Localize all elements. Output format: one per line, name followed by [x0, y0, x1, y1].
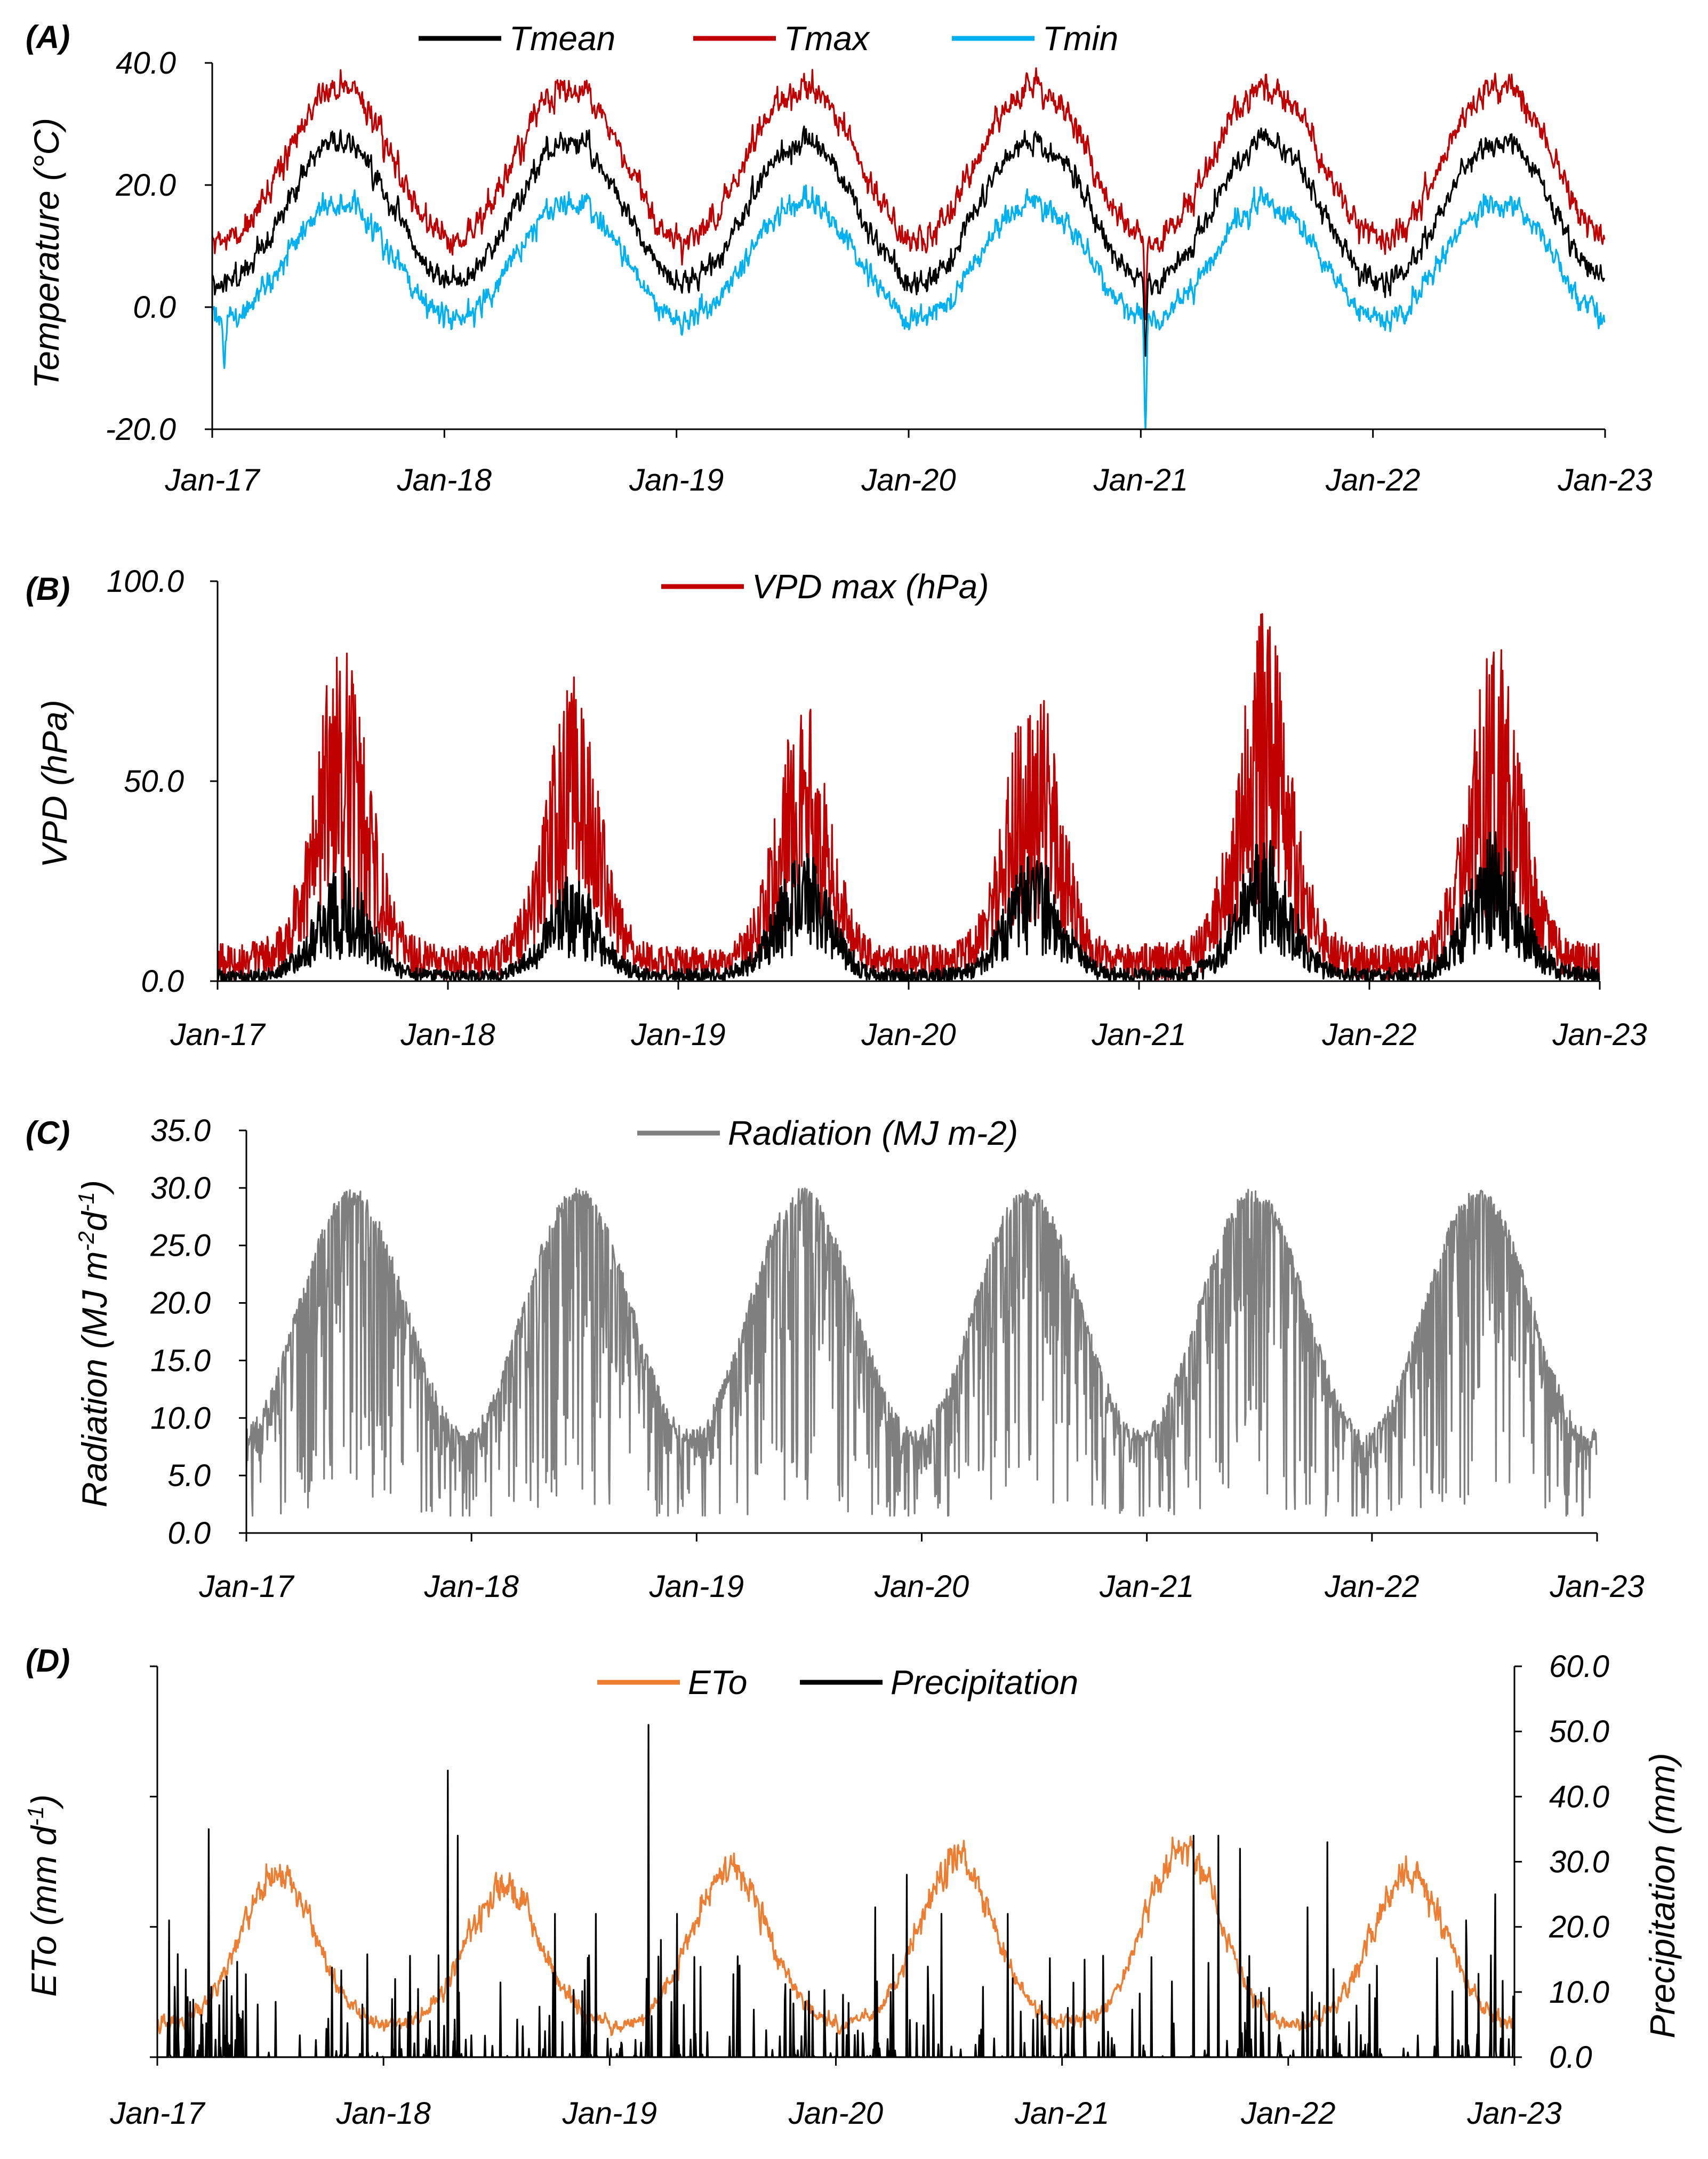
x-tick-label: Jan-21	[1091, 1017, 1186, 1052]
x-tick-label: Jan-20	[861, 1017, 956, 1052]
series-line-radiation	[245, 1187, 1598, 1517]
panel-c-label: (C)	[26, 1115, 70, 1151]
x-tick-label: Jan-21	[1099, 1569, 1194, 1604]
panel-c-xtick-labels: Jan-17 Jan-18 Jan-19 Jan-20 Jan-21 Jan-22 Jan-…	[198, 1569, 1644, 1604]
panel-a-ylabel: Temperature (°C)	[27, 118, 66, 389]
x-tick-label: Jan-20	[788, 2096, 883, 2131]
panel-b-axes	[210, 580, 1601, 990]
panel-b-ylabel: VPD (hPa)	[35, 700, 74, 868]
x-tick-label: Jan-18	[335, 2096, 430, 2131]
y-tick-label: 5.0	[167, 1458, 211, 1493]
x-tick-label: Jan-22	[1240, 2096, 1335, 2131]
x-tick-label: Jan-21	[1014, 2096, 1109, 2131]
panel-b-legend: VPD max (hPa)	[661, 567, 989, 606]
y-tick-label: 10.0	[150, 1401, 211, 1435]
panel-a-legend: Tmean Tmax Tmin	[419, 19, 1118, 58]
series-line-tmax	[211, 67, 1606, 320]
y-tick-label: 50.0	[124, 764, 184, 799]
x-tick-label: Jan-17	[198, 1569, 295, 1604]
x-tick-label: Jan-23	[1552, 1017, 1647, 1052]
x-tick-label: Jan-22	[1325, 463, 1420, 497]
legend-label-tmean: Tmean	[509, 19, 615, 58]
x-tick-label: Jan-18	[423, 1569, 518, 1604]
panel-c-radiation: (C) Radiation (MJ m-2d-1) 35.0 30.0 25.0 20…	[26, 1113, 1645, 1604]
panel-d-ytick-labels-right: 60.0 50.0 40.0 30.0 20.0 10.0 0.0	[1549, 1649, 1609, 2075]
x-tick-label: Jan-23	[1557, 463, 1652, 497]
panel-b-xtick-labels: Jan-17 Jan-18 Jan-19 Jan-20 Jan-21 Jan-22 Jan-…	[170, 1017, 1647, 1052]
y-tick-label: 0.0	[133, 290, 176, 325]
panel-a-xtick-labels: Jan-17 Jan-18 Jan-19 Jan-20 Jan-21 Jan-22 Jan-…	[164, 463, 1652, 497]
panel-d-axes	[150, 1665, 1522, 2066]
legend-label-tmin: Tmin	[1043, 19, 1118, 58]
panel-c-ylabel: Radiation (MJ m-2d-1)	[74, 1180, 114, 1507]
x-tick-label: Jan-23	[1549, 1569, 1644, 1604]
x-tick-label: Jan-17	[170, 1017, 266, 1052]
x-tick-label: Jan-19	[629, 463, 724, 497]
legend-label-eto: ETo	[688, 1663, 748, 1701]
y-tick-label: 25.0	[150, 1229, 211, 1263]
y-tick-label-right: 0.0	[1549, 2040, 1592, 2075]
y-tick-label: 100.0	[107, 564, 184, 599]
y-tick-label: 15.0	[150, 1343, 211, 1378]
y-tick-label-right: 50.0	[1549, 1714, 1609, 1749]
panel-d-eto-precipitation: (D) ETo (mm d-1) Precipitation (mm) 60.0…	[23, 1643, 1682, 2131]
panel-c-axes	[239, 1129, 1598, 1542]
x-tick-label: Jan-19	[562, 2096, 657, 2131]
y-tick-label-right: 10.0	[1549, 1975, 1609, 2010]
y-tick-label: 40.0	[116, 46, 176, 81]
panel-c-series	[245, 1187, 1598, 1517]
x-tick-label: Jan-18	[397, 463, 492, 497]
panel-c-ytick-labels: 35.0 30.0 25.0 20.0 15.0 10.0 5.0 0.0	[150, 1113, 211, 1551]
y-tick-label: -20.0	[106, 412, 176, 447]
series-line-eto	[157, 1835, 1515, 2036]
panel-d-xtick-labels: Jan-17 Jan-18 Jan-19 Jan-20 Jan-21 Jan-22 Jan-…	[109, 2096, 1561, 2131]
y-tick-label-right: 30.0	[1549, 1845, 1609, 1880]
series-line-vpd-max	[216, 613, 1600, 982]
panel-a-axes	[205, 62, 1606, 438]
panel-a-label: (A)	[26, 19, 70, 55]
panel-c-legend: Radiation (MJ m-2)	[637, 1114, 1018, 1152]
y-tick-label-right: 60.0	[1549, 1649, 1609, 1684]
legend-label-radiation: Radiation (MJ m-2)	[728, 1114, 1018, 1152]
panel-a-temperature: (A) Temperature (°C) 40.0 20.0 0.0 -20.0 Ja…	[26, 19, 1653, 497]
y-tick-label-right: 40.0	[1549, 1779, 1609, 1814]
y-tick-label: 0.0	[167, 1516, 211, 1551]
panel-a-ytick-labels: 40.0 20.0 0.0 -20.0	[106, 46, 176, 447]
panel-b-ytick-labels: 100.0 50.0 0.0	[107, 564, 184, 999]
panel-d-ylabel-left: ETo (mm d-1)	[23, 1794, 63, 1997]
x-tick-label: Jan-21	[1093, 463, 1188, 497]
panel-b-label: (B)	[26, 571, 70, 607]
legend-label-tmax: Tmax	[784, 19, 870, 58]
x-tick-label: Jan-18	[400, 1017, 495, 1052]
x-tick-label: Jan-22	[1324, 1569, 1419, 1604]
x-tick-label: Jan-19	[649, 1569, 744, 1604]
y-tick-label: 0.0	[141, 964, 184, 999]
y-tick-label: 20.0	[115, 168, 176, 203]
x-tick-label: Jan-17	[109, 2096, 206, 2131]
x-tick-label: Jan-19	[630, 1017, 725, 1052]
y-tick-label-right: 20.0	[1549, 1910, 1609, 1945]
legend-label-vpd-max: VPD max (hPa)	[752, 567, 989, 606]
x-tick-label: Jan-23	[1466, 2096, 1561, 2131]
series-line-tmin	[211, 184, 1606, 430]
series-line-tmean	[211, 125, 1606, 357]
x-tick-label: Jan-20	[874, 1569, 969, 1604]
panel-b-vpd: (B) VPD (hPa) 100.050.00.0 Jan-17 Jan-18 J…	[26, 564, 1647, 1052]
panel-d-ylabel-right: Precipitation (mm)	[1642, 1753, 1682, 2038]
y-tick-label: 30.0	[150, 1171, 211, 1206]
x-tick-label: Jan-22	[1321, 1017, 1416, 1052]
panel-a-series	[211, 67, 1606, 430]
legend-label-precipitation: Precipitation	[891, 1663, 1078, 1701]
panel-d-legend: ETo Precipitation	[597, 1663, 1078, 1701]
x-tick-label: Jan-20	[861, 463, 956, 497]
y-tick-label: 35.0	[150, 1113, 211, 1148]
y-tick-label: 20.0	[150, 1286, 211, 1321]
x-tick-label: Jan-17	[164, 463, 261, 497]
panel-d-label: (D)	[26, 1643, 70, 1679]
